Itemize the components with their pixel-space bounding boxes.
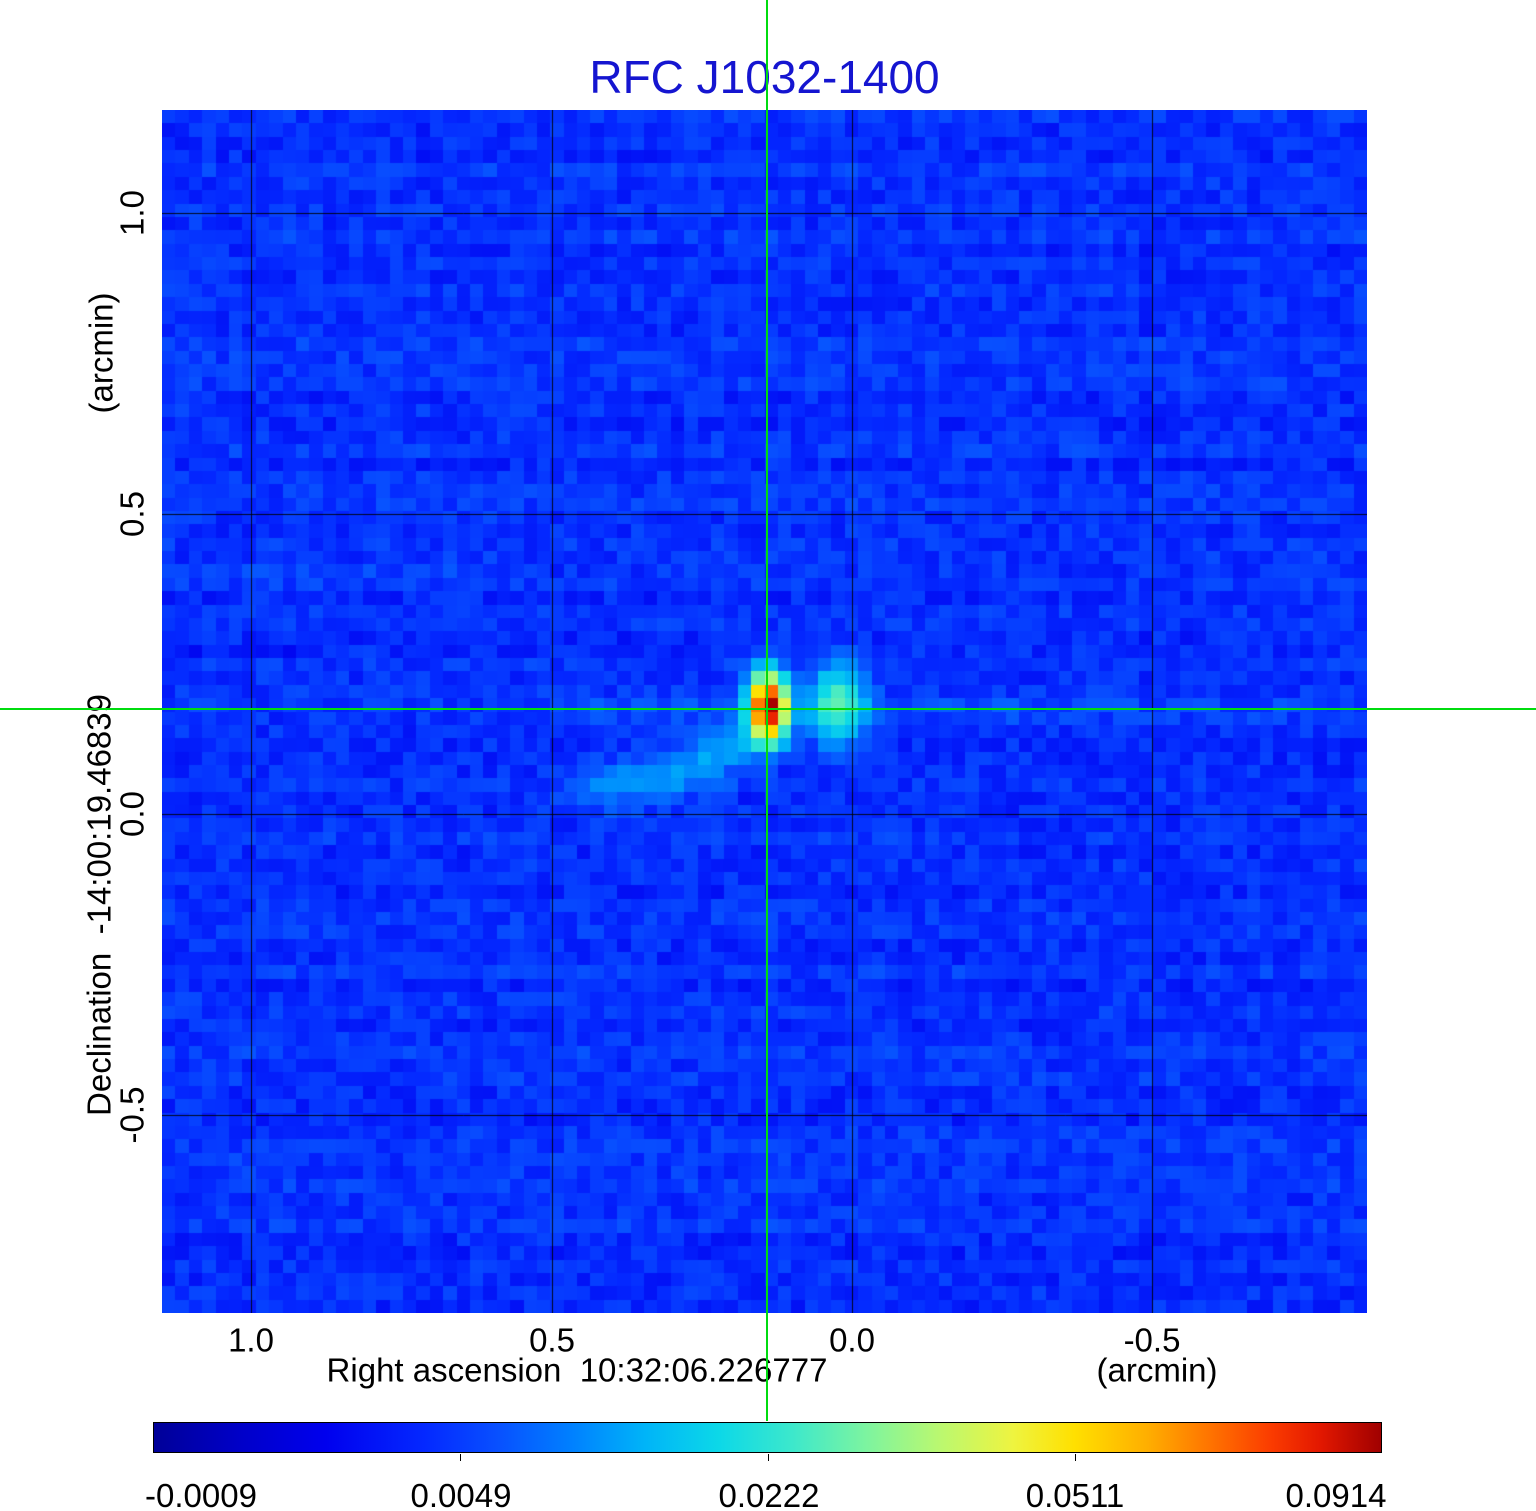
y-tick-label: 0.0 xyxy=(113,791,151,837)
radio-image-canvas xyxy=(162,110,1367,1313)
x-tick-label: 1.0 xyxy=(228,1321,274,1359)
y-axis-label: Declination -14:00:19.46839 xyxy=(80,694,118,1116)
figure-title: RFC J1032-1400 xyxy=(589,51,940,103)
x-axis-unit-label: (arcmin) xyxy=(1096,1351,1218,1389)
colorbar-tick xyxy=(768,1454,769,1461)
colorbar-tick xyxy=(1075,1454,1076,1461)
y-tick-label: 0.5 xyxy=(113,491,151,537)
colorbar-tick-label: -0.0009 xyxy=(145,1477,257,1511)
colorbar-tick-label: 0.0222 xyxy=(718,1477,820,1511)
x-tick-label: 0.0 xyxy=(829,1321,875,1359)
x-tick-label: -0.5 xyxy=(1123,1321,1181,1359)
y-tick-label: 1.0 xyxy=(113,190,151,236)
y-axis-unit-label: (arcmin) xyxy=(82,292,120,414)
colorbar-tick xyxy=(460,1454,461,1461)
colorbar-tick-label: 0.0914 xyxy=(1285,1477,1387,1511)
colorbar-tick-label: 0.0511 xyxy=(1025,1477,1125,1511)
crosshair-vertical-line xyxy=(766,0,768,1421)
x-axis-label: Right ascension 10:32:06.226777 xyxy=(326,1351,828,1389)
y-tick-label: -0.5 xyxy=(113,1086,151,1144)
colorbar xyxy=(153,1422,1382,1453)
x-tick-label: 0.5 xyxy=(529,1321,575,1359)
plot-area xyxy=(162,110,1367,1313)
colorbar-tick-label: 0.0049 xyxy=(410,1477,512,1511)
crosshair-horizontal-line xyxy=(0,708,1536,710)
